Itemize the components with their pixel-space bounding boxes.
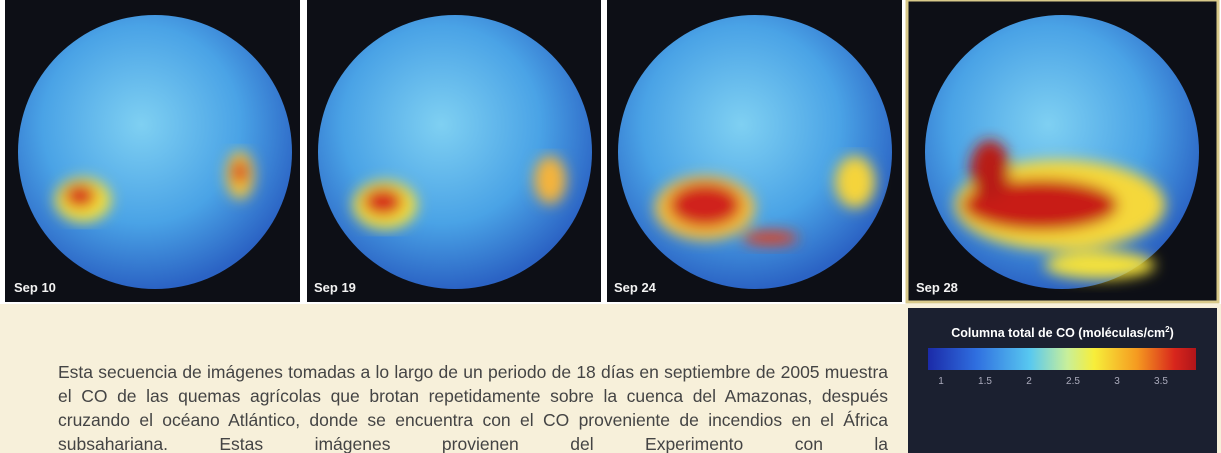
globe: [318, 15, 592, 289]
colorbar-tick-label: 3.5: [1154, 376, 1168, 387]
colorbar-tick-label: 2: [1026, 376, 1032, 387]
panel-label: Sep 10: [14, 280, 56, 295]
color-scale: [928, 348, 1196, 370]
title-end: ): [1169, 326, 1174, 341]
title-superscript: 2: [1165, 325, 1170, 334]
panel-label: Sep 24: [614, 280, 657, 295]
title-text: Columna total de CO (moléculas/cm: [951, 326, 1166, 341]
colorbar-tick-label: 2.5: [1066, 376, 1080, 387]
caption: Esta secuencia de imágenes tomadas a lo …: [58, 362, 888, 453]
panel-label: Sep 19: [314, 280, 356, 295]
caption-area: Esta secuencia de imágenes tomadas a lo …: [0, 304, 1221, 453]
globe: [18, 15, 292, 289]
colorbar-tick-label: 1: [938, 376, 944, 387]
colorbar-tick-label: 1.5: [978, 376, 992, 387]
colorbar-title: Columna total de CO (moléculas/cm2): [908, 325, 1217, 340]
colorbar-tick-label: 3: [1114, 376, 1120, 387]
colorbar: Columna total de CO (moléculas/cm2) 1 1.5…: [908, 308, 1217, 453]
panel-label: Sep 28: [916, 280, 958, 295]
globe: [925, 15, 1199, 289]
globe: [618, 15, 892, 289]
globe-panels: Sep 10 Sep 19 Sep 24 Sep 28: [5, 0, 1220, 304]
